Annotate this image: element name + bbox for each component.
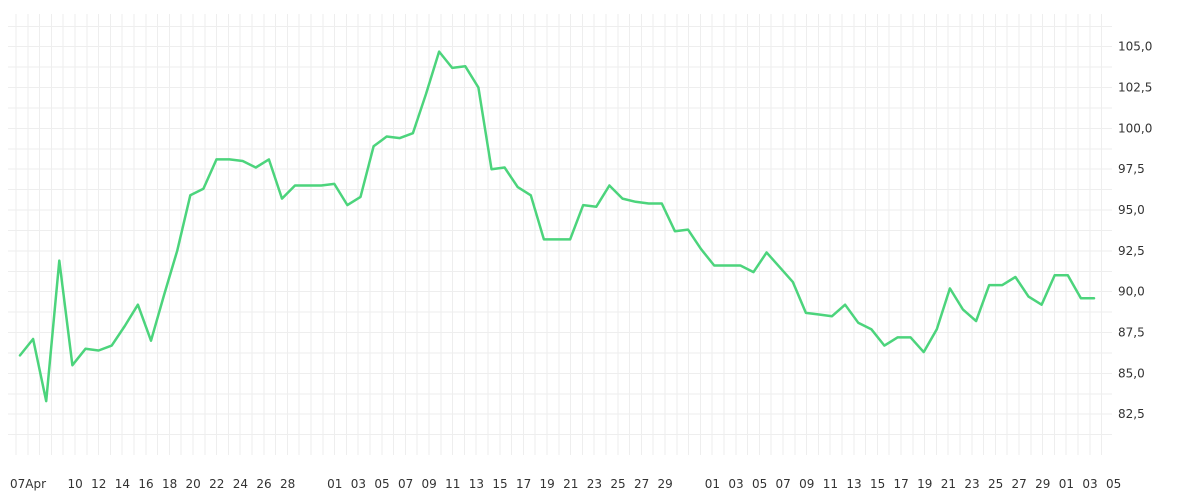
x-tick-label: 25: [988, 477, 1003, 491]
grid: [8, 14, 1112, 455]
x-tick-label: 05: [374, 477, 389, 491]
x-tick-label: 11: [445, 477, 460, 491]
x-tick-label: 28: [280, 477, 295, 491]
y-tick-label: 100,0: [1118, 121, 1152, 135]
x-tick-label: 25: [610, 477, 625, 491]
x-tick-label: 23: [964, 477, 979, 491]
x-tick-label: 26: [256, 477, 271, 491]
y-tick-label: 97,5: [1118, 162, 1145, 176]
x-tick-label: 16: [138, 477, 153, 491]
x-tick-label: 09: [799, 477, 814, 491]
x-tick-label: 13: [846, 477, 861, 491]
x-tick-label: 21: [941, 477, 956, 491]
x-tick-label: 27: [634, 477, 649, 491]
y-tick-label: 102,5: [1118, 81, 1152, 95]
x-tick-label: 07: [776, 477, 791, 491]
x-tick-label: 11: [823, 477, 838, 491]
x-tick-label: 21: [563, 477, 578, 491]
y-tick-label: 90,0: [1118, 285, 1145, 299]
x-tick-label: 17: [894, 477, 909, 491]
x-tick-label: 01: [1059, 477, 1074, 491]
x-tick-label: 07: [398, 477, 413, 491]
x-tick-label: 29: [1035, 477, 1050, 491]
x-tick-label: 14: [115, 477, 130, 491]
y-tick-label: 87,5: [1118, 326, 1145, 340]
y-tick-label: 95,0: [1118, 203, 1145, 217]
x-tick-label: 24: [233, 477, 248, 491]
x-tick-label: 12: [91, 477, 106, 491]
x-tick-label: 15: [492, 477, 507, 491]
x-tick-label: 19: [540, 477, 555, 491]
x-tick-label: 09: [422, 477, 437, 491]
x-tick-label: 20: [186, 477, 201, 491]
x-tick-label: 13: [469, 477, 484, 491]
series-line: [18, 50, 1096, 403]
y-tick-label: 85,0: [1118, 366, 1145, 380]
x-tick-label: 03: [351, 477, 366, 491]
x-tick-label: 03: [728, 477, 743, 491]
y-tick-label: 92,5: [1118, 244, 1145, 258]
x-tick-label: 27: [1012, 477, 1027, 491]
x-tick-label: 03: [1082, 477, 1097, 491]
x-tick-label: 29: [658, 477, 673, 491]
x-tick-label: 22: [209, 477, 224, 491]
y-tick-label: 82,5: [1118, 407, 1145, 421]
x-tick-label: 01: [705, 477, 720, 491]
x-tick-label: 05: [1106, 477, 1121, 491]
x-tick-label: 15: [870, 477, 885, 491]
x-tick-label: 23: [587, 477, 602, 491]
x-tick-label: 05: [752, 477, 767, 491]
x-tick-label: 07Apr: [10, 477, 46, 491]
x-tick-label: 10: [68, 477, 83, 491]
x-tick-label: 01: [327, 477, 342, 491]
x-tick-label: 17: [516, 477, 531, 491]
y-tick-label: 105,0: [1118, 40, 1152, 54]
x-tick-label: 19: [917, 477, 932, 491]
x-tick-label: 18: [162, 477, 177, 491]
